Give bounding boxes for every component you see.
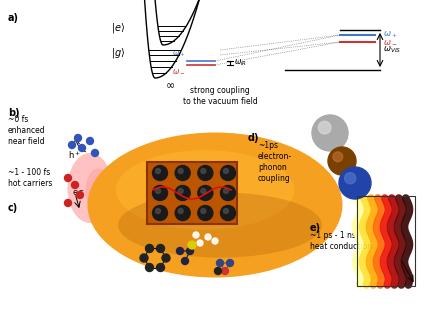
Circle shape	[216, 259, 224, 266]
Circle shape	[156, 169, 160, 173]
Ellipse shape	[86, 169, 111, 214]
Circle shape	[201, 169, 206, 173]
FancyBboxPatch shape	[147, 162, 237, 224]
Circle shape	[157, 264, 165, 272]
Circle shape	[157, 245, 165, 253]
Text: $\omega_{VIS}$: $\omega_{VIS}$	[383, 45, 401, 55]
Circle shape	[215, 267, 221, 275]
Circle shape	[153, 165, 168, 181]
Text: d): d)	[248, 133, 259, 143]
Text: $|e\rangle$: $|e\rangle$	[111, 21, 125, 35]
Circle shape	[312, 115, 348, 151]
Circle shape	[212, 238, 218, 244]
Ellipse shape	[68, 153, 113, 223]
Circle shape	[333, 152, 343, 162]
Circle shape	[156, 209, 160, 214]
Ellipse shape	[118, 193, 322, 258]
Circle shape	[224, 209, 228, 214]
Circle shape	[188, 241, 196, 249]
Text: ~1 ps - 1 ns
heat conduction: ~1 ps - 1 ns heat conduction	[310, 231, 372, 251]
Text: $\omega_+$: $\omega_+$	[172, 48, 185, 59]
Circle shape	[153, 185, 168, 201]
Circle shape	[227, 259, 233, 266]
Circle shape	[198, 165, 213, 181]
Circle shape	[193, 232, 199, 238]
Circle shape	[181, 257, 188, 265]
Text: strong coupling
to the vacuum field: strong coupling to the vacuum field	[183, 86, 258, 106]
Circle shape	[318, 121, 331, 134]
Circle shape	[198, 205, 213, 221]
Text: $\omega_{IR}$: $\omega_{IR}$	[234, 58, 247, 68]
Circle shape	[201, 209, 206, 214]
Circle shape	[201, 189, 206, 193]
Circle shape	[197, 240, 203, 246]
Circle shape	[175, 185, 190, 201]
Circle shape	[92, 150, 98, 157]
Circle shape	[344, 172, 356, 184]
Circle shape	[221, 185, 236, 201]
Circle shape	[153, 205, 168, 221]
Text: e$^-$: e$^-$	[72, 188, 85, 198]
Text: e): e)	[310, 223, 321, 233]
Circle shape	[64, 174, 71, 182]
Circle shape	[71, 182, 79, 189]
Text: h$^+$: h$^+$	[68, 149, 81, 161]
Circle shape	[339, 167, 371, 199]
Text: $|g\rangle$: $|g\rangle$	[111, 46, 125, 60]
Circle shape	[178, 189, 183, 193]
Circle shape	[77, 192, 83, 199]
Text: $\omega_-$: $\omega_-$	[383, 37, 397, 47]
Circle shape	[221, 205, 236, 221]
Circle shape	[64, 200, 71, 206]
Text: a): a)	[8, 13, 19, 23]
Circle shape	[145, 245, 154, 253]
Text: $\omega_+$: $\omega_+$	[383, 30, 398, 40]
Circle shape	[68, 141, 76, 149]
Circle shape	[175, 165, 190, 181]
Circle shape	[156, 189, 160, 193]
Circle shape	[175, 205, 190, 221]
Circle shape	[198, 185, 213, 201]
Circle shape	[328, 147, 356, 175]
Circle shape	[79, 144, 86, 151]
Circle shape	[74, 134, 82, 141]
Circle shape	[162, 254, 170, 262]
Text: b): b)	[8, 108, 20, 118]
Circle shape	[86, 138, 93, 144]
Ellipse shape	[116, 150, 294, 230]
Circle shape	[221, 165, 236, 181]
Circle shape	[221, 267, 228, 275]
Circle shape	[145, 264, 154, 272]
Ellipse shape	[87, 132, 343, 277]
Text: ~1ps
electron-
phonon
coupling: ~1ps electron- phonon coupling	[258, 141, 292, 183]
Text: $\infty$: $\infty$	[165, 80, 175, 90]
Text: ~0 fs
enhanced
near field: ~0 fs enhanced near field	[8, 115, 46, 146]
Circle shape	[178, 209, 183, 214]
Circle shape	[176, 247, 184, 255]
Text: c): c)	[8, 203, 18, 213]
Circle shape	[205, 234, 211, 240]
Text: ~1 - 100 fs
hot carriers: ~1 - 100 fs hot carriers	[8, 168, 52, 188]
Circle shape	[187, 247, 194, 255]
Circle shape	[140, 254, 148, 262]
Circle shape	[178, 169, 183, 173]
Circle shape	[224, 189, 228, 193]
Circle shape	[224, 169, 228, 173]
Text: $\omega_-$: $\omega_-$	[172, 66, 185, 75]
